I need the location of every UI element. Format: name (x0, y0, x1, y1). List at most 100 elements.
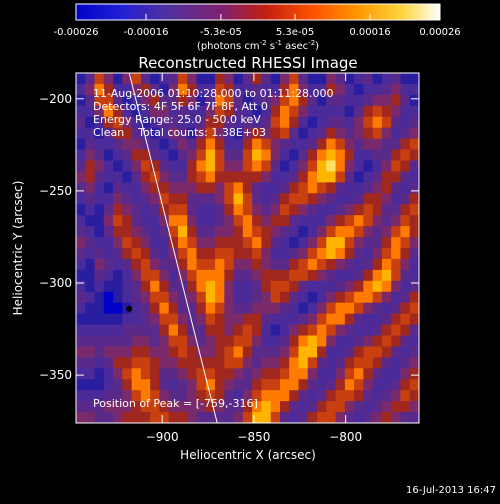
heatmap-cell (113, 83, 123, 96)
heatmap-cell (372, 248, 383, 260)
heatmap-cell (409, 171, 419, 183)
heatmap-cell (187, 269, 198, 282)
heatmap-cell (326, 357, 337, 369)
heatmap-cell (140, 160, 151, 173)
heatmap-cell (270, 324, 281, 337)
heatmap-cell (103, 280, 114, 293)
heatmap-cell (113, 390, 123, 402)
heatmap-cell (409, 182, 419, 194)
heatmap-cell (205, 127, 216, 140)
heatmap-cell (242, 204, 253, 216)
heatmap-cell (354, 258, 364, 271)
heatmap-cell (94, 401, 105, 413)
heatmap-cell (381, 204, 392, 216)
heatmap-cell (150, 138, 161, 151)
heatmap-cell (215, 73, 225, 85)
heatmap-cell (196, 357, 207, 369)
heatmap-cell (85, 182, 96, 194)
heatmap-cell (85, 237, 96, 249)
heatmap-cell (307, 83, 318, 96)
heatmap-cell (270, 160, 281, 173)
heatmap-cell (205, 215, 216, 227)
heatmap-cell (224, 335, 235, 348)
heatmap-cell (344, 193, 355, 205)
heatmap-cell (363, 73, 374, 85)
heatmap-cell (76, 226, 86, 238)
heatmap-cell (391, 346, 402, 358)
heatmap-cell (242, 248, 253, 260)
heatmap-cell (252, 357, 263, 369)
heatmap-cell (113, 258, 123, 271)
heatmap-cell (363, 127, 374, 140)
heatmap-cell (252, 412, 263, 423)
heatmap-cell (344, 368, 355, 380)
heatmap-cell (76, 171, 86, 183)
heatmap-cell (279, 269, 290, 282)
heatmap-cell (122, 171, 133, 183)
heatmap-cell (372, 149, 383, 162)
heatmap-cell (187, 357, 198, 369)
heatmap-cell (344, 171, 355, 183)
heatmap-cell (317, 401, 327, 413)
heatmap-cell (400, 248, 411, 260)
heatmap-cell (298, 105, 309, 118)
heatmap-cell (177, 390, 188, 402)
heatmap-cell (326, 368, 337, 380)
heatmap-cell (335, 138, 346, 151)
heatmap-cell (391, 291, 402, 304)
heatmap-cell (224, 248, 235, 260)
heatmap-cell (140, 237, 151, 249)
heatmap-cell (261, 94, 272, 107)
heatmap-cell (354, 237, 364, 249)
heatmap-cell (187, 94, 198, 107)
heatmap-cell (76, 73, 86, 85)
heatmap-cell (252, 401, 263, 413)
heatmap-cell (372, 379, 383, 391)
heatmap-cell (354, 138, 364, 151)
heatmap-cell (150, 160, 161, 173)
heatmap-cell (205, 258, 216, 271)
plot-frame (75, 72, 420, 424)
heatmap-cell (252, 105, 263, 118)
heatmap-cell (400, 83, 411, 96)
heatmap-cell (372, 171, 383, 183)
heatmap-cell (381, 390, 392, 402)
heatmap-cell (224, 280, 235, 293)
heatmap-cell (289, 258, 300, 271)
heatmap-cell (400, 368, 411, 380)
heatmap-cell (335, 335, 346, 348)
heatmap-cell (187, 105, 198, 118)
heatmap-cell (177, 94, 188, 107)
heatmap-cell (187, 215, 198, 227)
heatmap-cell (289, 390, 300, 402)
heatmap-cell (298, 313, 309, 326)
heatmap-cell (298, 149, 309, 162)
heatmap-cell (252, 160, 263, 173)
heatmap-cell (391, 171, 402, 183)
heatmap-cell (177, 226, 188, 238)
heatmap-cell (261, 226, 272, 238)
heatmap-cell (344, 313, 355, 326)
heatmap-cell (103, 193, 114, 205)
axis-ticks: −900 −850 −800 −200 −250 −300 −350 (39, 73, 419, 444)
heatmap-cell (391, 138, 402, 151)
heatmap-cell (103, 149, 114, 162)
heatmap-cell (103, 83, 114, 96)
heatmap-cell (279, 335, 290, 348)
heatmap-cell (354, 182, 364, 194)
heatmap-cell (94, 237, 105, 249)
heatmap-cell (168, 204, 179, 216)
heatmap-cell (233, 127, 244, 140)
heatmap-cell (168, 182, 179, 194)
heatmap-cell (261, 280, 272, 293)
heatmap-cell (215, 379, 225, 391)
heatmap-cell (307, 258, 318, 271)
heatmap-cell (187, 302, 198, 315)
heatmap-cell (103, 335, 114, 348)
heatmap-cell (391, 226, 402, 238)
heatmap-cell (289, 368, 300, 380)
heatmap-cell (177, 368, 188, 380)
heatmap-cell (409, 193, 419, 205)
heatmap-cell (150, 193, 161, 205)
heatmap-cell (140, 105, 151, 118)
